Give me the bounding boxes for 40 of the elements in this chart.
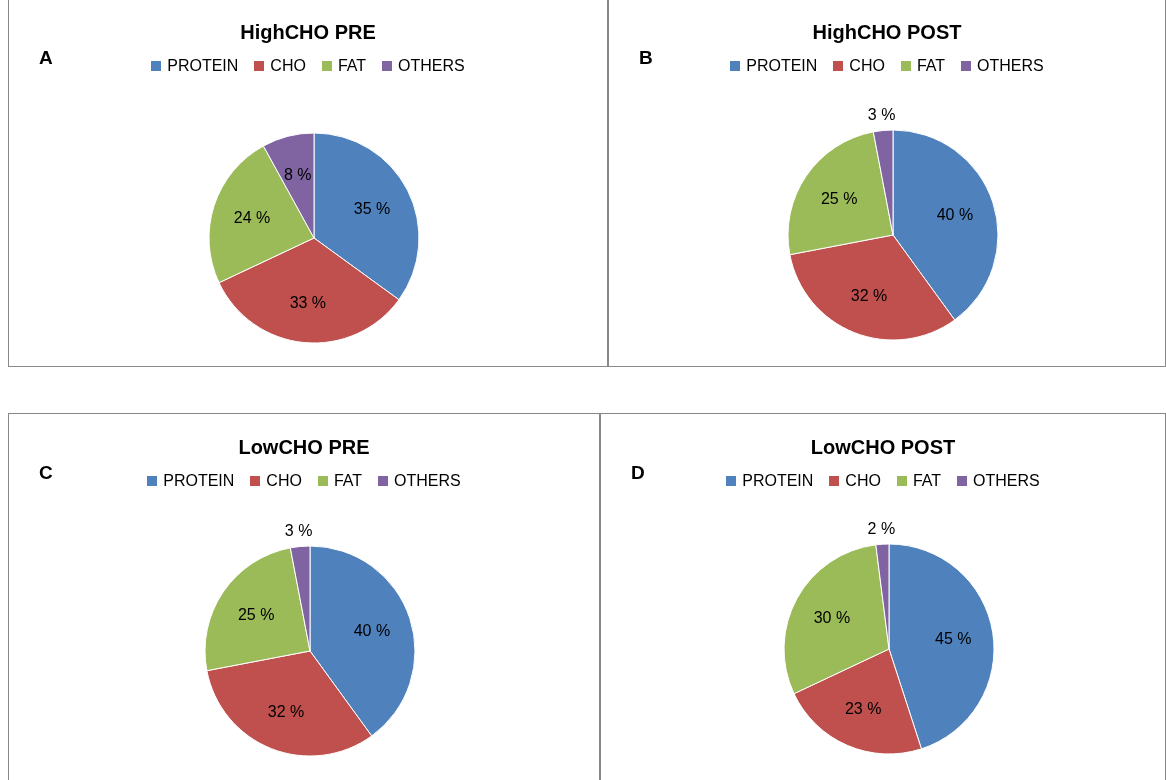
legend-label: CHO [849, 57, 885, 75]
legend-label: PROTEIN [746, 57, 818, 75]
legend-label: CHO [270, 57, 306, 75]
data-label: 32 % [850, 287, 888, 305]
chart-title: LowCHO PRE [237, 436, 371, 459]
legend-label: CHO [845, 472, 881, 490]
data-label: 3 % [284, 522, 313, 540]
data-label: 8 % [284, 166, 312, 184]
chart-title: HighCHO PRE [239, 21, 377, 44]
legend-label: FAT [337, 57, 367, 75]
data-label: 3 % [867, 106, 896, 124]
legend-label: PROTEIN [742, 472, 814, 490]
data-label: 40 % [936, 206, 974, 224]
data-label: 35 % [353, 199, 391, 217]
legend-label: OTHERS [973, 472, 1040, 490]
data-label: 2 % [867, 519, 896, 537]
data-label: 25 % [237, 605, 275, 623]
data-label: 23 % [844, 700, 882, 718]
legend-label: FAT [333, 472, 363, 490]
legend-label: OTHERS [394, 472, 461, 490]
data-label: 45 % [935, 630, 972, 648]
data-label: 32 % [267, 703, 305, 721]
data-label: 33 % [289, 294, 327, 312]
text: A [39, 47, 53, 69]
text: C [39, 462, 53, 484]
legend-label: FAT [912, 472, 942, 490]
legend-label: PROTEIN [167, 57, 239, 75]
legend-label: PROTEIN [163, 472, 235, 490]
data-label: 30 % [813, 609, 851, 627]
data-label: 40 % [353, 622, 391, 640]
text: B [639, 47, 653, 69]
text: D [631, 462, 645, 484]
legend-label: OTHERS [977, 57, 1044, 75]
legend-label: FAT [916, 57, 946, 75]
chart-title: LowCHO POST [809, 436, 957, 459]
chart-title: HighCHO POST [811, 21, 963, 44]
data-label: 24 % [233, 209, 271, 227]
data-label: 25 % [820, 189, 858, 207]
legend-label: OTHERS [398, 57, 465, 75]
legend-label: CHO [266, 472, 302, 490]
